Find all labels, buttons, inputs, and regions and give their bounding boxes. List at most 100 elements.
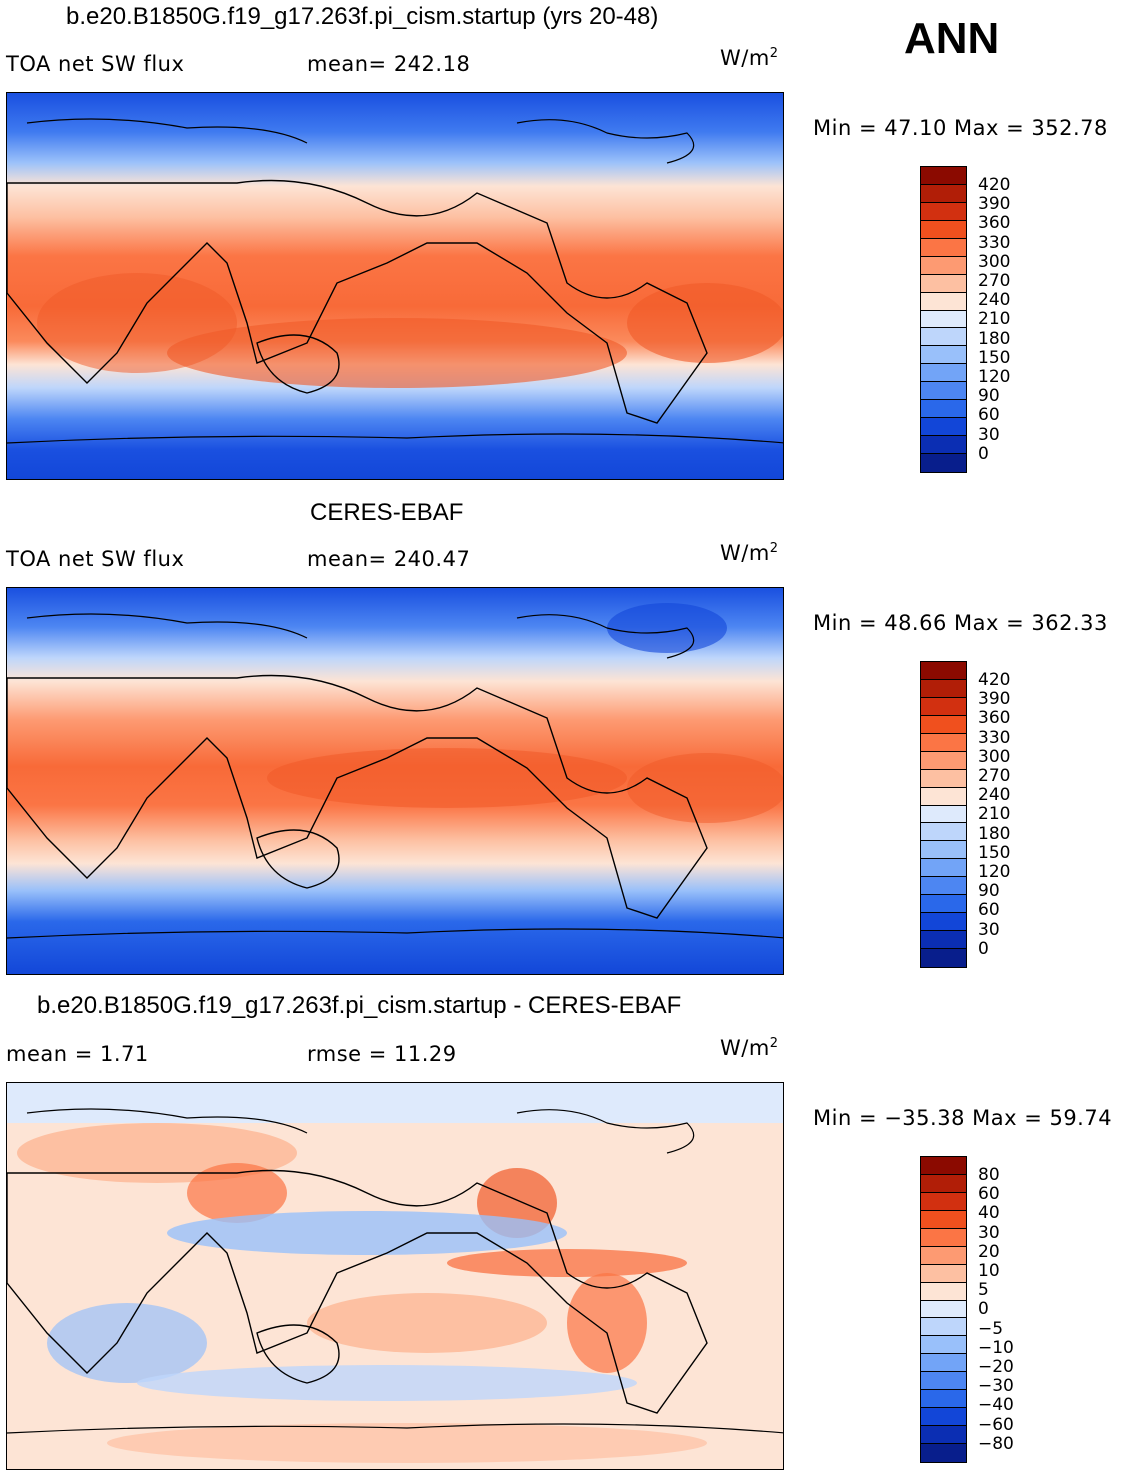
colorbar-tick-label: −80 (978, 1433, 1014, 1454)
minmax-label: Min = −35.38 Max = 59.74 (813, 1106, 1113, 1130)
colorbar-tick-label: 0 (978, 1299, 989, 1320)
colorbar-swatch (921, 328, 966, 347)
colorbar-swatch (921, 1246, 966, 1265)
colorbar-tick-label: 10 (978, 1261, 1000, 1281)
colorbar (920, 166, 967, 473)
colorbar-swatch (921, 220, 966, 239)
colorbar-swatch (921, 697, 966, 716)
colorbar-swatch (921, 1354, 966, 1373)
mean-label: mean = 1.71 (6, 1042, 149, 1066)
colorbar-tick-label: 420 (978, 670, 1011, 690)
colorbar-swatch (921, 436, 966, 454)
colorbar-swatch (921, 823, 966, 842)
colorbar-swatch (921, 167, 966, 185)
colorbar-swatch (921, 274, 966, 293)
season-label: ANN (904, 14, 1000, 63)
colorbar-swatch (921, 1408, 966, 1427)
colorbar (920, 661, 967, 968)
colorbar-tick-label: 60 (978, 1184, 1000, 1205)
panel-title: b.e20.B1850G.f19_g17.263f.pi_cism.startu… (66, 3, 659, 30)
colorbar-swatch (921, 715, 966, 734)
minmax-label: Min = 47.10 Max = 352.78 (813, 116, 1108, 140)
minmax-label: Min = 48.66 Max = 362.33 (813, 611, 1108, 635)
colorbar-swatch (921, 1192, 966, 1211)
colorbar-tick-label: 240 (978, 290, 1011, 311)
colorbar-tick-label: 300 (978, 746, 1011, 767)
colorbar-tick-label: 30 (978, 424, 1000, 445)
colorbar-swatch (921, 418, 966, 437)
colorbar-swatch (921, 787, 966, 806)
colorbar-swatch (921, 184, 966, 203)
colorbar-swatch (921, 400, 966, 419)
variable-label: TOA net SW flux (6, 547, 185, 571)
panel-title: b.e20.B1850G.f19_g17.263f.pi_cism.startu… (37, 992, 682, 1019)
colorbar-tick-label: 420 (978, 175, 1011, 195)
colorbar-swatch (921, 769, 966, 788)
colorbar (920, 1156, 967, 1463)
colorbar-tick-label: 210 (978, 804, 1011, 825)
colorbar-tick-label: 120 (978, 367, 1011, 387)
colorbar-swatch (921, 877, 966, 896)
variable-label: TOA net SW flux (6, 52, 185, 76)
colorbar-swatch (921, 292, 966, 311)
colorbar-swatch (921, 895, 966, 914)
colorbar-tick-label: 150 (978, 347, 1011, 368)
colorbar-swatch (921, 1336, 966, 1355)
colorbar-tick-label: 390 (978, 194, 1011, 215)
colorbar-tick-label: 0 (978, 443, 989, 464)
colorbar-tick-label: 0 (978, 938, 989, 959)
colorbar-swatch (921, 238, 966, 257)
colorbar-tick-label: 80 (978, 1165, 1000, 1185)
panel-title: CERES-EBAF (310, 499, 464, 526)
colorbar-swatch (921, 662, 966, 680)
colorbar-swatch (921, 1157, 966, 1175)
colorbar-swatch (921, 256, 966, 275)
colorbar-swatch (921, 841, 966, 860)
colorbar-tick-label: −10 (978, 1337, 1014, 1358)
colorbar-tick-label: 90 (978, 386, 1000, 407)
colorbar-tick-label: 20 (978, 1241, 1000, 1262)
colorbar-tick-label: 180 (978, 823, 1011, 844)
colorbar-swatch (921, 1444, 966, 1462)
colorbar-tick-label: −5 (978, 1318, 1004, 1339)
colorbar-tick-label: 240 (978, 785, 1011, 806)
colorbar-tick-label: 210 (978, 309, 1011, 330)
colorbar-tick-label: 60 (978, 405, 1000, 426)
units-label: W/m2 (720, 1036, 779, 1060)
colorbar-swatch (921, 1210, 966, 1229)
units-label: W/m2 (720, 541, 779, 565)
colorbar-swatch (921, 1318, 966, 1337)
colorbar-tick-label: 270 (978, 766, 1011, 786)
colorbar-swatch (921, 751, 966, 770)
colorbar-tick-label: 120 (978, 862, 1011, 882)
colorbar-swatch (921, 1282, 966, 1301)
colorbar-swatch (921, 733, 966, 752)
map-plot (6, 587, 784, 975)
colorbar-tick-label: 180 (978, 328, 1011, 349)
colorbar-swatch (921, 1228, 966, 1247)
colorbar-swatch (921, 1390, 966, 1409)
colorbar-swatch (921, 346, 966, 365)
colorbar-swatch (921, 949, 966, 967)
colorbar-tick-label: −20 (978, 1357, 1014, 1377)
colorbar-tick-label: 330 (978, 727, 1011, 748)
colorbar-tick-label: 270 (978, 271, 1011, 291)
colorbar-swatch (921, 382, 966, 401)
colorbar-swatch (921, 859, 966, 878)
colorbar-swatch (921, 805, 966, 824)
colorbar-tick-label: 60 (978, 900, 1000, 921)
colorbar-swatch (921, 310, 966, 329)
colorbar-swatch (921, 202, 966, 221)
colorbar-tick-label: −40 (978, 1395, 1014, 1416)
colorbar-tick-label: −30 (978, 1376, 1014, 1397)
colorbar-tick-label: 5 (978, 1280, 989, 1301)
colorbar-tick-label: 90 (978, 881, 1000, 902)
colorbar-tick-label: 30 (978, 919, 1000, 940)
colorbar-tick-label: 390 (978, 689, 1011, 710)
colorbar-tick-label: 300 (978, 251, 1011, 272)
colorbar-tick-label: 150 (978, 842, 1011, 863)
map-plot (6, 92, 784, 480)
colorbar-tick-label: 360 (978, 213, 1011, 234)
colorbar-tick-label: 40 (978, 1203, 1000, 1224)
colorbar-swatch (921, 1264, 966, 1283)
